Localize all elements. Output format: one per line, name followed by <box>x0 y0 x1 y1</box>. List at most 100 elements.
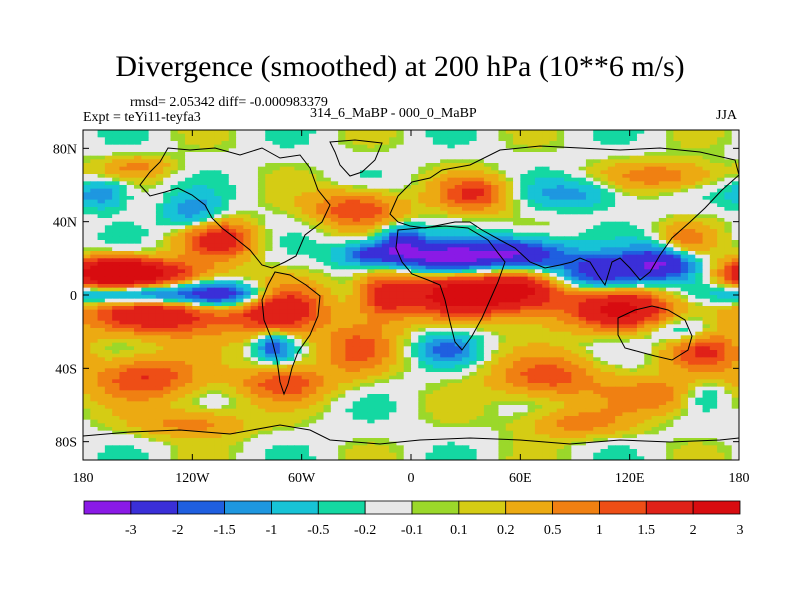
field-cell <box>345 313 354 318</box>
field-cell <box>287 133 295 138</box>
field-cell <box>381 196 390 201</box>
field-cell <box>214 152 223 157</box>
field-cell <box>622 207 631 212</box>
field-cell <box>607 328 616 333</box>
field-cell <box>527 265 536 270</box>
field-cell <box>221 159 230 164</box>
field-cell <box>338 137 346 142</box>
field-cell <box>724 280 733 285</box>
field-cell <box>717 276 726 281</box>
field-cell <box>702 313 711 318</box>
field-cell <box>141 130 150 135</box>
field-cell <box>345 207 354 212</box>
field-cell <box>257 258 266 263</box>
field-cell <box>483 287 492 292</box>
field-cell <box>520 324 529 329</box>
field-cell <box>90 192 99 197</box>
field-cell <box>505 185 514 190</box>
field-cell <box>265 148 274 153</box>
field-cell <box>491 148 500 153</box>
field-cell <box>97 148 106 153</box>
field-cell <box>425 210 434 215</box>
field-cell <box>454 199 463 204</box>
field-cell <box>257 192 266 197</box>
field-cell <box>542 306 551 311</box>
field-cell <box>709 306 718 311</box>
field-cell <box>469 287 478 292</box>
field-cell <box>600 163 609 168</box>
field-cell <box>199 262 208 267</box>
field-cell <box>90 174 99 179</box>
field-cell <box>483 144 492 149</box>
field-cell <box>520 251 529 256</box>
field-cell <box>717 269 726 274</box>
field-cell <box>381 210 390 215</box>
field-cell <box>687 159 696 164</box>
field-cell <box>564 306 572 311</box>
field-cell <box>403 324 412 329</box>
field-cell <box>680 130 689 135</box>
field-cell <box>265 317 274 322</box>
field-cell <box>308 284 317 289</box>
field-cell <box>396 203 405 208</box>
field-cell <box>469 232 478 237</box>
field-cell <box>571 155 580 160</box>
field-cell <box>155 185 164 190</box>
field-cell <box>374 214 383 219</box>
field-cell <box>418 243 427 248</box>
field-cell <box>513 192 521 197</box>
field-cell <box>615 254 623 259</box>
field-cell <box>636 251 645 256</box>
field-cell <box>316 291 325 296</box>
field-cell <box>622 130 631 135</box>
field-cell <box>440 309 449 314</box>
field-cell <box>702 309 711 314</box>
field-cell <box>520 291 529 296</box>
field-cell <box>440 251 449 256</box>
field-cell <box>214 133 223 138</box>
field-cell <box>534 265 543 270</box>
field-cell <box>221 174 230 179</box>
field-cell <box>418 218 427 223</box>
field-cell <box>629 133 638 138</box>
field-cell <box>527 170 536 175</box>
field-cell <box>636 133 645 138</box>
field-cell <box>534 221 543 226</box>
field-cell <box>236 130 244 135</box>
field-cell <box>97 262 106 267</box>
field-cell <box>578 243 587 248</box>
field-cell <box>199 232 208 237</box>
field-cell <box>134 155 142 160</box>
field-cell <box>680 276 689 281</box>
field-cell <box>352 221 361 226</box>
field-cell <box>148 155 157 160</box>
field-cell <box>287 247 295 252</box>
field-cell <box>418 137 427 142</box>
field-cell <box>440 166 449 171</box>
field-cell <box>462 229 470 234</box>
field-cell <box>593 174 602 179</box>
field-cell <box>403 295 412 300</box>
field-cell <box>185 188 193 193</box>
field-cell <box>447 236 456 241</box>
field-cell <box>141 331 150 336</box>
field-cell <box>352 166 361 171</box>
field-cell <box>425 317 434 322</box>
field-cell <box>615 185 623 190</box>
field-cell <box>163 236 172 241</box>
field-cell <box>338 243 346 248</box>
field-cell <box>243 210 252 215</box>
field-cell <box>505 324 514 329</box>
field-cell <box>192 152 201 157</box>
field-cell <box>585 199 594 204</box>
field-cell <box>615 181 623 186</box>
field-cell <box>534 320 543 325</box>
field-cell <box>214 243 223 248</box>
field-cell <box>374 133 383 138</box>
field-cell <box>483 174 492 179</box>
field-cell <box>564 166 572 171</box>
field-cell <box>279 130 288 135</box>
field-cell <box>702 221 711 226</box>
field-cell <box>542 243 551 248</box>
field-cell <box>155 302 164 307</box>
